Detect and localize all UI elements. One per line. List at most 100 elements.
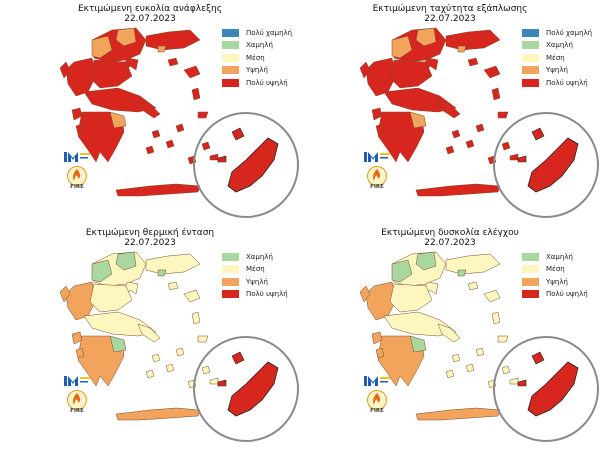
- fire-emblem-icon: [67, 390, 87, 410]
- legend-swatch: [222, 265, 239, 273]
- legend-label: Μέση: [246, 53, 265, 62]
- region-kos: [209, 377, 219, 385]
- region-cyclades3: [445, 369, 455, 379]
- legend-label: Πολύ υψηλή: [246, 78, 288, 87]
- region-chios: [191, 311, 201, 325]
- region-chios: [491, 311, 501, 325]
- region-dodec1: [201, 141, 211, 151]
- panel-date: 22.07.2023: [424, 14, 476, 24]
- fire-emblem-icon: [367, 390, 387, 410]
- region-cyclades3: [145, 145, 155, 155]
- region-pelo-e: [409, 111, 427, 129]
- region-crete: [115, 407, 201, 421]
- zoom-circle: [493, 336, 599, 442]
- meteo-logo-icon: [364, 376, 390, 386]
- region-zakynthos: [375, 123, 385, 135]
- region-w-maced: [391, 259, 413, 283]
- region-chios: [491, 87, 501, 101]
- legend-label: Μέση: [546, 53, 565, 62]
- region-lesvos: [183, 65, 201, 79]
- region-corfu: [359, 285, 371, 303]
- legend-swatch: [522, 41, 539, 49]
- region-samos: [497, 335, 509, 343]
- legend-label: Πολύ υψηλή: [246, 290, 288, 298]
- region-cyclades2: [465, 363, 475, 373]
- legend-label: Χαμηλή: [546, 41, 573, 49]
- region-thessaly: [389, 59, 433, 89]
- zoom-circle: [193, 112, 299, 218]
- region-c-maced: [115, 251, 137, 271]
- region-dodec1: [201, 365, 211, 375]
- region-limnos: [167, 281, 179, 291]
- region-zakynthos: [75, 123, 85, 135]
- region-rhodes: [527, 137, 579, 193]
- legend-item: Υψηλή: [522, 276, 588, 287]
- zoom-circle: [493, 112, 599, 218]
- region-thrace: [445, 253, 501, 275]
- legend-item: Μέση: [222, 264, 288, 275]
- region-symi: [531, 127, 545, 141]
- logo-text: FIRE: [370, 184, 384, 190]
- region-cyclades1: [451, 353, 461, 363]
- region-kefalonia: [371, 107, 383, 121]
- legend-label: Υψηλή: [546, 66, 568, 74]
- region-zakynthos: [75, 347, 85, 359]
- legend-swatch: [522, 277, 539, 286]
- region-pelo-e: [109, 335, 127, 353]
- region-w-maced: [91, 35, 113, 59]
- region-thrace: [145, 29, 201, 51]
- legend-swatch: [222, 290, 239, 298]
- zoom-circle: [193, 336, 299, 442]
- greece-map: [359, 27, 599, 218]
- region-evia: [437, 323, 461, 343]
- legend-item: Πολύ χαμηλή: [522, 27, 592, 38]
- region-c-maced: [115, 27, 137, 47]
- legend-item: Μέση: [522, 264, 588, 275]
- legend-label: Πολύ υψηλή: [546, 78, 588, 87]
- legend-swatch: [522, 290, 539, 298]
- panel-title: Εκτιμώμενη δυσκολία ελέγχου: [381, 228, 519, 238]
- greece-map: [359, 251, 599, 442]
- legend-swatch: [522, 66, 539, 74]
- region-c-maced: [415, 27, 437, 47]
- legend-swatch: [222, 277, 239, 286]
- panel-date: 22.07.2023: [424, 238, 476, 248]
- panel-ignition: Εκτιμώμενη ευκολία ανάφλεξης 22.07.2023 …: [0, 0, 300, 224]
- fire-service-logo: FIRE: [64, 375, 90, 419]
- legend: Πολύ χαμηλή Χαμηλή Μέση Υψηλή Πολύ υψηλή: [522, 27, 592, 90]
- region-cyclades3: [445, 145, 455, 155]
- fire-emblem-icon: [67, 166, 87, 186]
- legend: Χαμηλή Μέση Υψηλή Πολύ υψηλή: [222, 251, 288, 301]
- legend-swatch: [222, 66, 239, 74]
- region-w-maced: [391, 35, 413, 59]
- logo-text: FIRE: [370, 408, 384, 414]
- panel-thermal-intensity: Εκτιμώμενη θερμική ένταση 22.07.2023 Χαμ…: [0, 224, 300, 448]
- panel-date: 22.07.2023: [124, 238, 176, 248]
- legend-item: Υψηλή: [522, 65, 592, 76]
- meteo-logo-icon: [64, 376, 90, 386]
- panel-title: Εκτιμώμενη ταχύτητα εξάπλωσης: [372, 4, 528, 14]
- region-thessaly: [389, 283, 433, 313]
- region-lesvos: [483, 289, 501, 303]
- legend-item: Χαμηλή: [522, 251, 588, 262]
- region-tilos: [217, 155, 227, 163]
- legend-item: Πολύ υψηλή: [222, 77, 292, 88]
- region-thasos: [457, 45, 467, 53]
- region-rhodes: [227, 137, 279, 193]
- legend-label: Υψηλή: [546, 277, 568, 286]
- legend-label: Μέση: [246, 265, 265, 273]
- greece-map: [59, 251, 299, 442]
- region-cyclades4: [175, 123, 185, 133]
- legend-swatch: [522, 265, 539, 273]
- legend-label: Χαμηλή: [246, 41, 273, 49]
- logo-text: FIRE: [70, 184, 84, 190]
- region-kos: [509, 377, 519, 385]
- region-samos: [497, 111, 509, 119]
- legend-swatch: [522, 252, 539, 261]
- region-rhodes: [527, 361, 579, 417]
- legend: Χαμηλή Μέση Υψηλή Πολύ υψηλή: [522, 251, 588, 301]
- legend-swatch: [222, 252, 239, 261]
- region-crete: [115, 183, 201, 197]
- legend-item: Χαμηλή: [222, 251, 288, 262]
- legend-swatch: [222, 53, 239, 62]
